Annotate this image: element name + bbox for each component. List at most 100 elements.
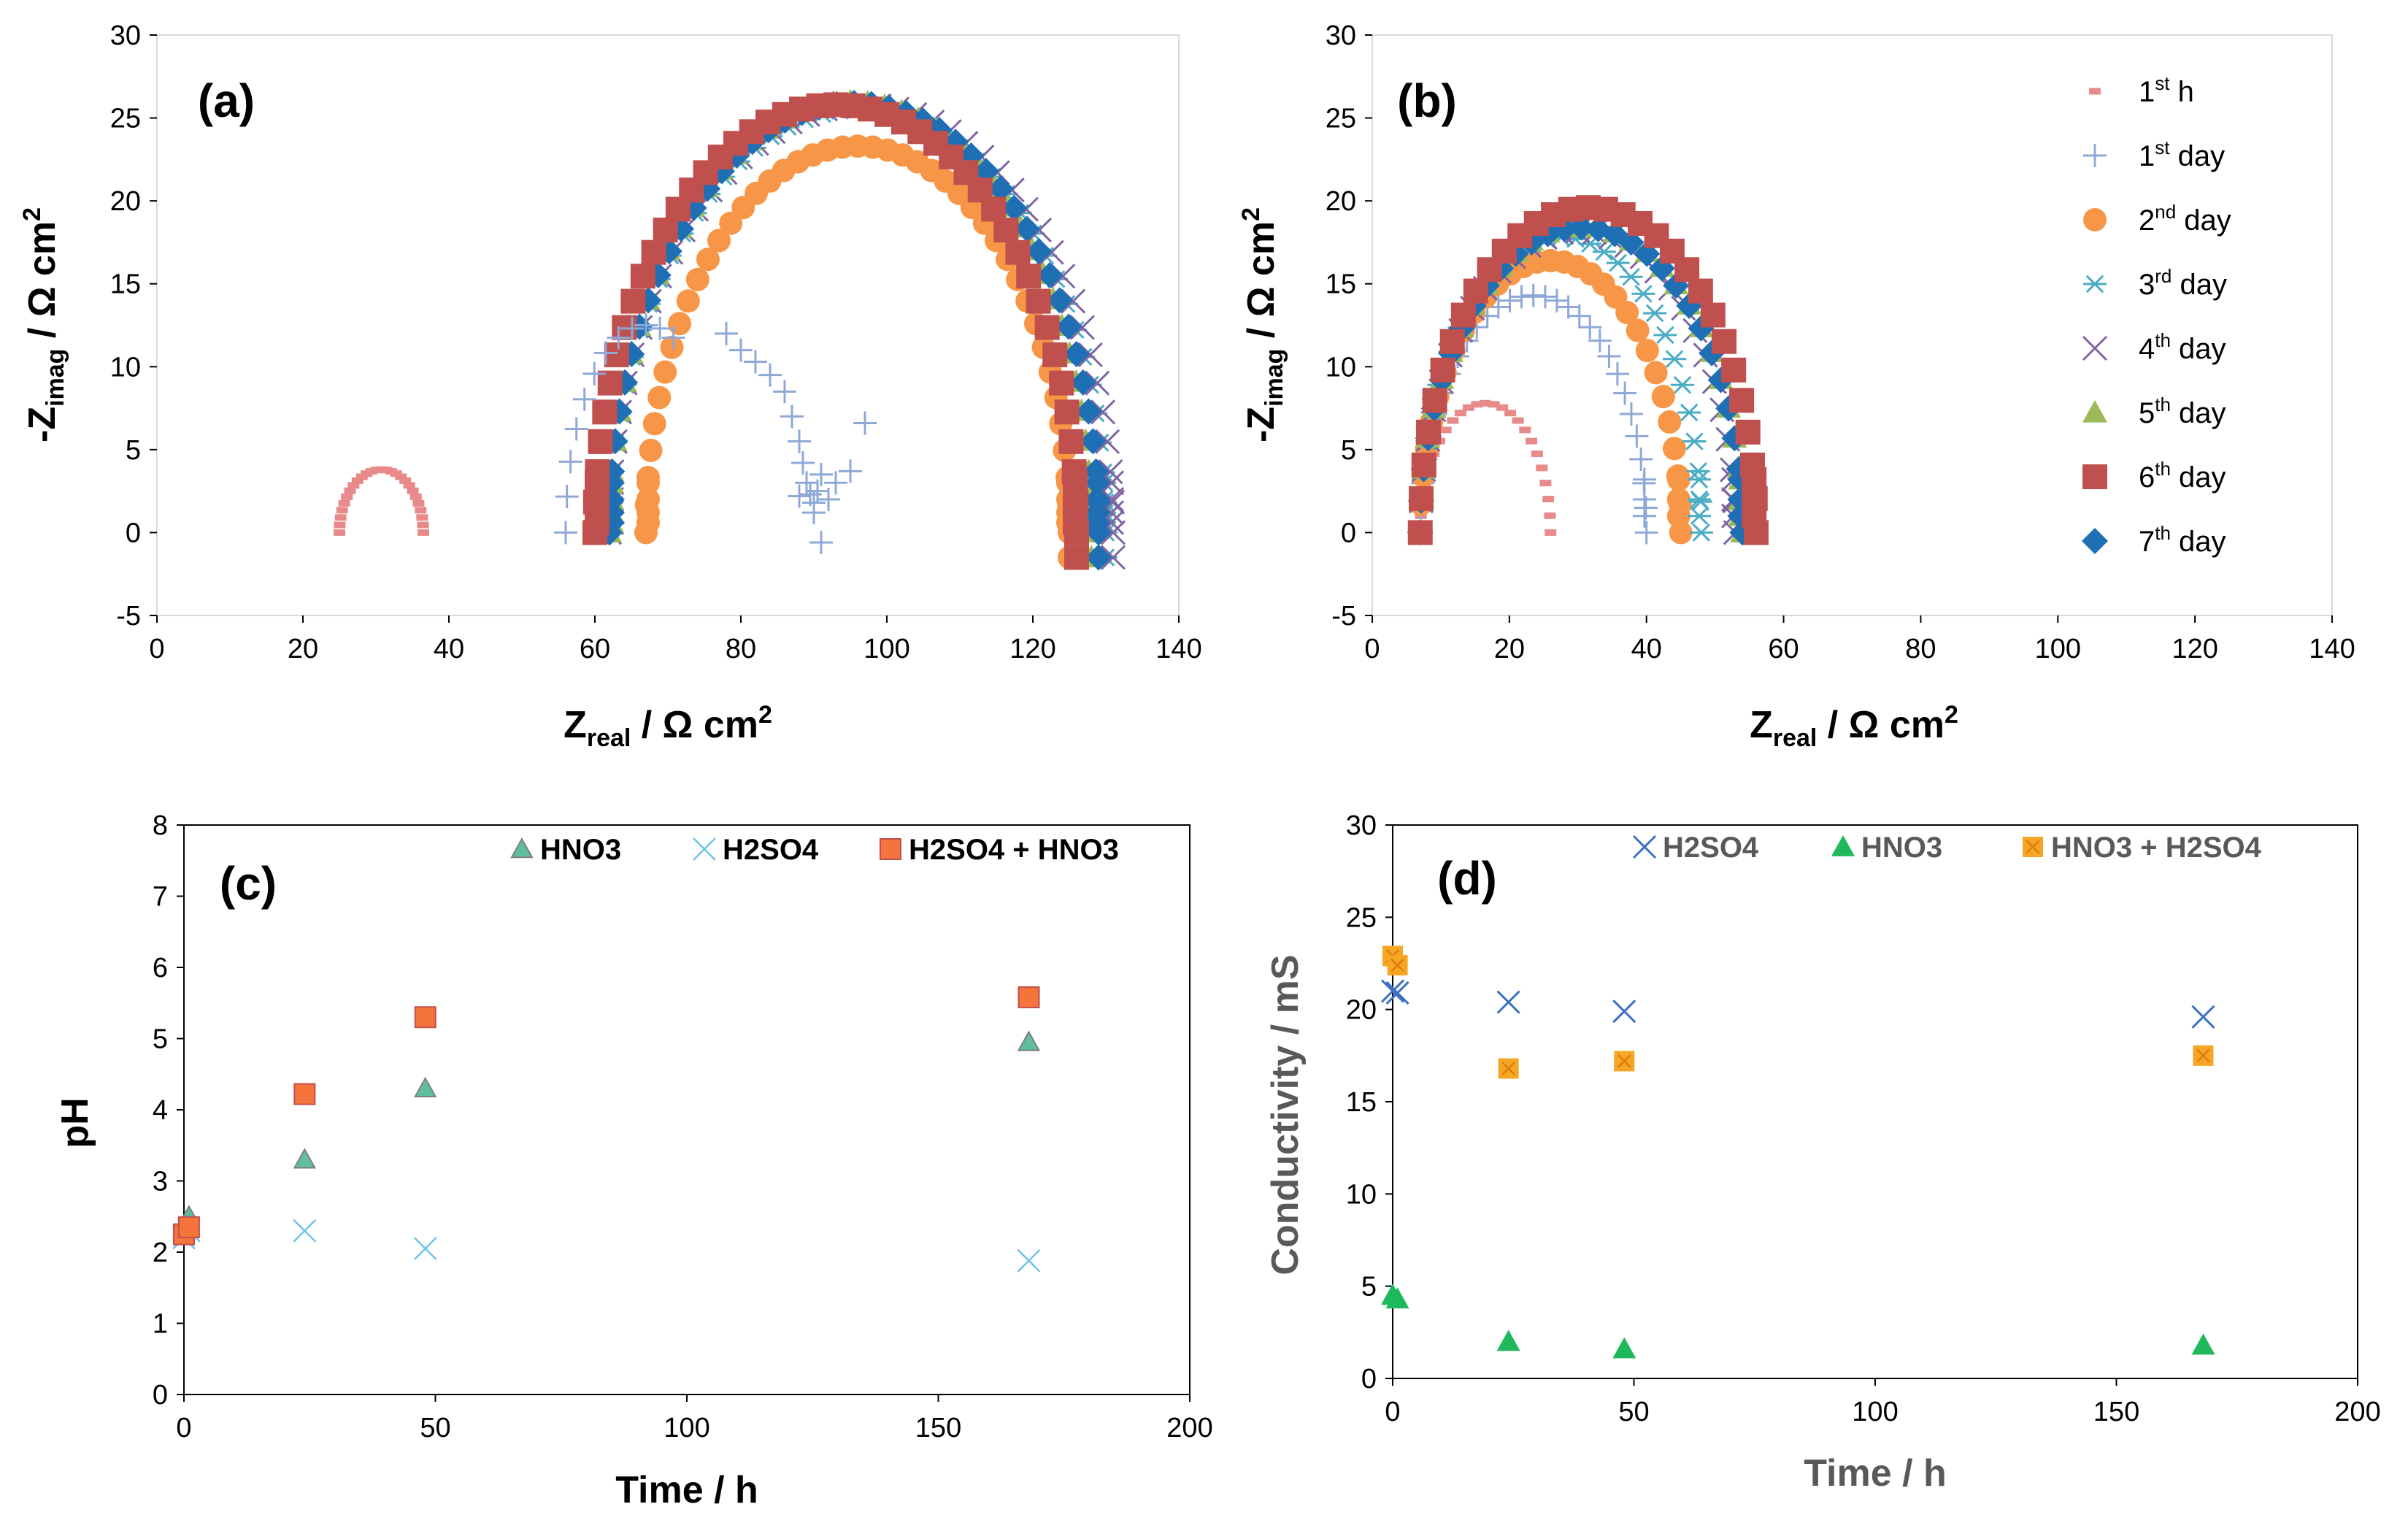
data-point-a-1st-h xyxy=(347,482,360,489)
data-point-b-6th-day xyxy=(1422,388,1447,413)
data-point-a-1st-day xyxy=(788,484,811,508)
data-point-b-1st-day xyxy=(1634,521,1658,545)
data-point-a-4th-day xyxy=(1077,342,1103,368)
legend-marker-d-2 xyxy=(2023,837,2043,857)
data-point-d-H2SO4 xyxy=(1496,990,1520,1014)
y-axis-title-a-unit: / Ω cm xyxy=(21,221,64,349)
data-point-a-7th-day xyxy=(1046,287,1073,314)
data-point-b-1st-day xyxy=(1597,345,1621,369)
y-tick-label: 8 xyxy=(153,810,168,841)
data-point-b-2nd-day xyxy=(1615,301,1639,325)
legend-label-d-2: HNO3 + H2SO4 xyxy=(2051,832,2262,864)
data-point-b-6th-day xyxy=(1409,486,1434,511)
data-point-d-HNO3 xyxy=(1612,1337,1636,1359)
data-point-a-4th-day xyxy=(1095,429,1120,454)
legend-marker-d-1 xyxy=(1831,835,1855,856)
data-point-a-4th-day xyxy=(1090,399,1116,425)
data-point-a-1st-h xyxy=(403,482,415,489)
y-tick-label: 3 xyxy=(153,1167,168,1197)
data-point-a-6th-day xyxy=(1049,370,1074,396)
data-point-a-6th-day xyxy=(1063,470,1088,496)
data-point-d-HNO3H2SO4-d2 xyxy=(1390,958,1404,973)
data-point-c-HNO3 xyxy=(1017,1030,1041,1051)
data-point-a-2nd-day xyxy=(696,248,720,272)
x-axis-title-a-unit: / Ω cm xyxy=(631,704,758,746)
data-point-b-1st-h xyxy=(1531,450,1543,458)
y-tick-label: 20 xyxy=(110,186,141,217)
y-tick-label: 5 xyxy=(1341,435,1356,466)
data-point-b-1st-h xyxy=(1519,426,1531,434)
data-point-a-6th-day xyxy=(1016,264,1042,289)
legend-marker-c-1-d2 xyxy=(693,837,716,861)
data-point-a-4th-day-d2 xyxy=(1100,545,1126,570)
y-tick-label: 25 xyxy=(110,104,141,134)
legend-label-sup: th xyxy=(2155,394,2171,415)
data-point-a-7th-day xyxy=(987,175,1014,202)
legend-label-sup: th xyxy=(2155,522,2171,544)
data-point-a-1st-h xyxy=(417,521,429,529)
data-point-a-7th-day xyxy=(1069,369,1096,396)
data-point-d-H2SO4-d2 xyxy=(1385,981,1409,1005)
data-point-a-2nd-day xyxy=(660,335,684,359)
data-point-b-2nd-day xyxy=(1666,504,1690,528)
data-point-a-1st-h xyxy=(351,477,363,484)
legend-label-sup: nd xyxy=(2155,201,2176,223)
x-axis-title-b-main: Z xyxy=(1750,704,1773,746)
legend-label-num: 4 xyxy=(2139,333,2155,365)
data-point-b-1st-h xyxy=(1462,404,1474,411)
data-point-a-6th-day xyxy=(1058,429,1084,454)
data-point-a-1st-day xyxy=(824,471,847,495)
data-point-a-7th-day xyxy=(1055,313,1082,340)
data-point-b-1st-day xyxy=(1545,288,1569,312)
data-point-b-1st-h xyxy=(1496,404,1509,411)
data-point-b-1st-h xyxy=(1545,529,1557,536)
data-point-d-HNO3H2SO4-d2 xyxy=(1501,1062,1515,1075)
panel-label-d: (d) xyxy=(1437,852,1497,905)
data-point-d-HNO3H2SO4-d2 xyxy=(1617,1054,1631,1068)
y-axis-title-a: -Zimag / Ω cm2 xyxy=(18,207,69,442)
x-tick-label: 0 xyxy=(1364,634,1380,664)
data-point-b-3rd-day xyxy=(1619,268,1643,286)
data-point-b-1st-h xyxy=(1544,512,1556,519)
y-tick-label: 5 xyxy=(153,1024,168,1055)
y-tick-label: 20 xyxy=(1326,186,1356,217)
data-point-a-7th-day xyxy=(1084,486,1110,513)
y-tick-label: 0 xyxy=(153,1380,168,1411)
data-point-a-1st-day xyxy=(802,501,826,525)
x-tick-label: 100 xyxy=(2035,634,2081,664)
data-point-a-6th-day xyxy=(641,239,666,265)
y-tick-label: 10 xyxy=(1326,352,1356,383)
legend-label-num: 1 xyxy=(2139,140,2155,172)
data-point-a-7th-day xyxy=(1026,238,1053,265)
legend-label-2nd-day: 2nd day xyxy=(2139,201,2231,237)
x-tick-label: 80 xyxy=(1905,634,1936,664)
data-point-a-1st-h xyxy=(412,499,425,507)
data-point-a-6th-day xyxy=(620,288,646,314)
y-tick-label: 7 xyxy=(153,882,168,913)
data-point-a-1st-day xyxy=(853,411,877,435)
x-tick-label: 20 xyxy=(1494,634,1525,664)
data-point-a-4th-day-d2 xyxy=(1039,239,1064,265)
data-point-c-H2SO4HNO3 xyxy=(414,1006,436,1029)
data-point-b-6th-day xyxy=(1439,329,1465,354)
legend-label-sup: th xyxy=(2155,458,2171,480)
data-point-a-1st-day xyxy=(607,326,631,350)
x-axis-title-b-sub: real xyxy=(1773,724,1817,752)
y-tick-label: 1 xyxy=(153,1309,168,1340)
panel-d-conductivity: 0 50 100 150 200 0 5 10 15 20 25 30 (d) Time / h Condu… xyxy=(1264,810,2381,1495)
data-point-b-1st-h xyxy=(1539,480,1552,487)
data-point-b-1st-day xyxy=(1619,402,1643,426)
data-point-b-3rd-day-d2 xyxy=(1673,376,1692,394)
y-axis-title-b: -Zimag / Ω cm2 xyxy=(1237,207,1288,442)
data-point-a-4th-day-d2 xyxy=(1090,399,1116,425)
x-axis-title-b-unit: / Ω cm xyxy=(1817,704,1945,746)
data-point-b-1st-h xyxy=(1504,410,1517,417)
legend-label-6th-day: 6th day xyxy=(2139,458,2226,494)
data-point-a-6th-day xyxy=(1064,545,1089,570)
data-point-a-1st-h xyxy=(395,473,407,480)
data-point-a-1st-h xyxy=(341,493,353,500)
data-point-a-7th-day xyxy=(1085,544,1112,571)
x-tick-label: 0 xyxy=(149,634,164,664)
data-point-b-1st-h xyxy=(1471,401,1483,408)
legend-label-c-1: H2SO4 xyxy=(723,834,819,866)
